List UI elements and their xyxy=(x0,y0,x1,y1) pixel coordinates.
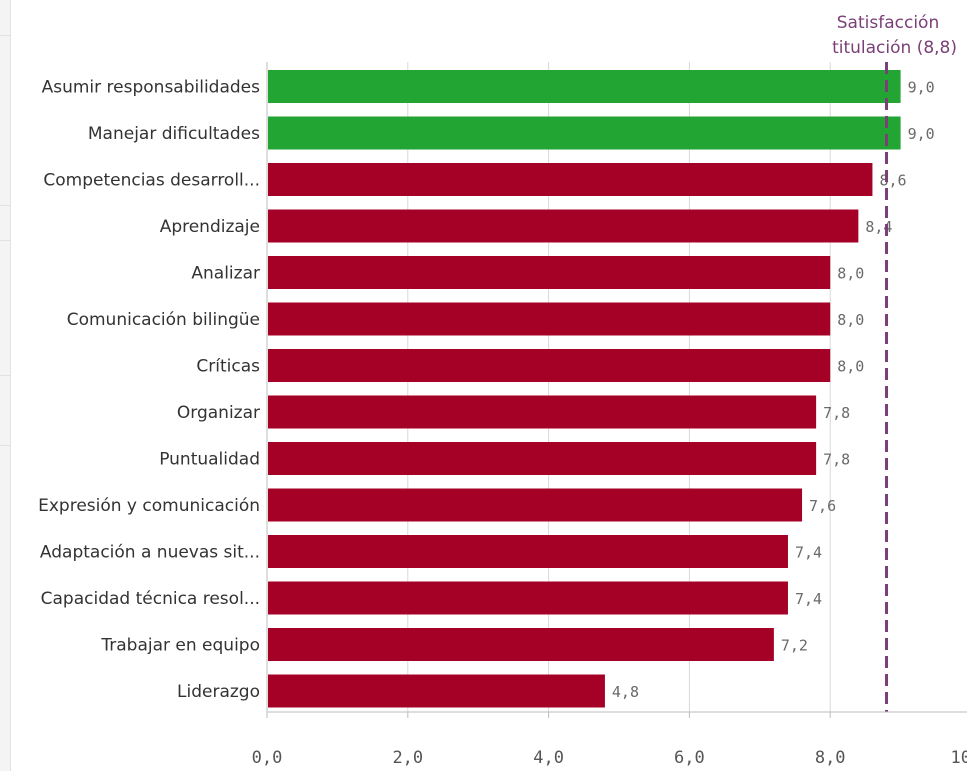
category-label: Adaptación a nuevas sit... xyxy=(40,543,260,563)
category-label: Aprendizaje xyxy=(160,217,260,237)
x-axis: 0,0 2,0 4,0 6,0 8,0 10,0 xyxy=(252,62,967,768)
bar-value-label: 8,6 xyxy=(879,172,906,190)
category-labels: Asumir responsabilidades Manejar dificult… xyxy=(38,78,260,703)
category-label: Competencias desarroll... xyxy=(43,171,260,191)
bar xyxy=(268,488,803,522)
x-tick-label: 2,0 xyxy=(392,748,423,768)
bar xyxy=(268,256,831,289)
reference-line-group: Satisfacción titulación (8,8) xyxy=(832,13,957,712)
left-strip-divider xyxy=(0,375,10,376)
bar xyxy=(268,395,817,429)
x-tick-label: 10,0 xyxy=(951,748,967,768)
left-strip-divider xyxy=(0,445,10,446)
bar-value-label: 7,8 xyxy=(823,451,850,469)
bar-value-label: 9,0 xyxy=(908,125,935,143)
left-strip-divider xyxy=(0,205,10,206)
bar xyxy=(268,163,873,196)
bar xyxy=(268,581,788,615)
bar-value-label: 8,4 xyxy=(865,218,892,236)
reference-line-label-2: titulación (8,8) xyxy=(832,38,957,58)
x-tick-label: 4,0 xyxy=(533,748,564,768)
bar-value-label: 7,8 xyxy=(823,404,850,422)
bar-value-label: 7,4 xyxy=(795,544,822,562)
bar xyxy=(268,209,859,243)
bar xyxy=(268,116,901,150)
x-tick-label: 0,0 xyxy=(252,748,283,768)
category-label: Puntualidad xyxy=(159,450,260,470)
category-label: Manejar dificultades xyxy=(88,124,260,144)
left-strip-divider xyxy=(0,35,10,36)
bar-value-label: 8,0 xyxy=(837,311,864,329)
bar-value-label: 8,0 xyxy=(837,358,864,376)
bars-group: 9,0 9,0 8,6 8,4 8,0 8,0 8,0 7,8 7,8 7,6 7,4 7,4 7,2 4… xyxy=(268,70,935,708)
bar xyxy=(268,70,901,103)
reference-line-label-1: Satisfacción xyxy=(837,13,939,33)
category-label: Comunicación bilingüe xyxy=(67,310,260,330)
bar-value-label: 7,6 xyxy=(809,497,836,515)
bar xyxy=(268,535,788,568)
bar xyxy=(268,349,831,382)
category-label: Trabajar en equipo xyxy=(100,636,260,656)
category-label: Expresión y comunicación xyxy=(38,496,260,516)
bar-value-label: 7,2 xyxy=(781,637,808,655)
category-label: Organizar xyxy=(177,403,260,423)
bar-value-label: 9,0 xyxy=(908,79,935,97)
left-panel-strip xyxy=(0,0,11,771)
category-label: Liderazgo xyxy=(177,682,260,702)
bar xyxy=(268,442,817,475)
category-label: Asumir responsabilidades xyxy=(42,78,261,98)
bar xyxy=(268,302,831,336)
category-label: Analizar xyxy=(191,264,260,284)
bar-value-label: 8,0 xyxy=(837,265,864,283)
bar-value-label: 7,4 xyxy=(795,590,822,608)
bar-value-label: 4,8 xyxy=(612,683,639,701)
x-tick-label: 8,0 xyxy=(815,748,846,768)
category-label: Capacidad técnica resol... xyxy=(41,589,260,609)
bar xyxy=(268,674,605,708)
x-tick-label: 6,0 xyxy=(674,748,705,768)
bar xyxy=(268,628,774,661)
left-strip-divider xyxy=(0,240,10,241)
category-label: Críticas xyxy=(196,357,260,377)
